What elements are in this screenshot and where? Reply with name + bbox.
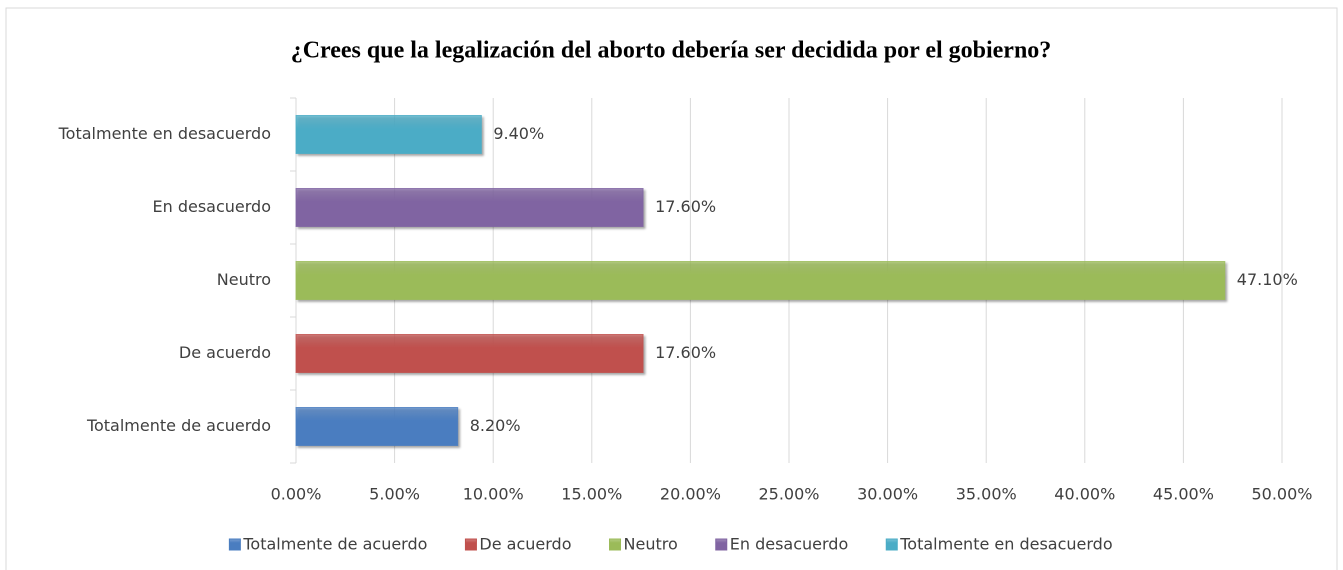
x-tick-label: 10.00% bbox=[463, 485, 524, 504]
y-tick-label: De acuerdo bbox=[179, 343, 271, 362]
legend-label: Neutro bbox=[624, 535, 678, 554]
legend-label: Totalmente en desacuerdo bbox=[899, 535, 1112, 554]
x-tick-label: 15.00% bbox=[561, 485, 622, 504]
legend-swatch bbox=[464, 538, 477, 551]
x-tick-label: 30.00% bbox=[857, 485, 918, 504]
x-tick-label: 25.00% bbox=[758, 485, 819, 504]
x-tick-label: 35.00% bbox=[956, 485, 1017, 504]
bar bbox=[295, 407, 459, 446]
data-label: 47.10% bbox=[1237, 270, 1298, 289]
x-tick-label: 40.00% bbox=[1054, 485, 1115, 504]
chart-title: ¿Crees que la legalización del aborto de… bbox=[291, 38, 1052, 64]
y-tick-label: Neutro bbox=[217, 270, 271, 289]
bar bbox=[295, 188, 644, 227]
x-tick-label: 50.00% bbox=[1251, 485, 1312, 504]
y-tick-label: En desacuerdo bbox=[153, 197, 272, 216]
x-tick-label: 20.00% bbox=[660, 485, 721, 504]
legend-swatch bbox=[609, 538, 622, 551]
legend-label: Totalmente de acuerdo bbox=[242, 535, 427, 554]
bar bbox=[295, 115, 482, 154]
y-tick-label: Totalmente en desacuerdo bbox=[58, 124, 271, 143]
data-label: 17.60% bbox=[655, 197, 716, 216]
legend-label: De acuerdo bbox=[479, 535, 571, 554]
bar bbox=[295, 261, 1226, 300]
x-tick-label: 45.00% bbox=[1153, 485, 1214, 504]
x-tick-label: 0.00% bbox=[271, 485, 322, 504]
legend-swatch bbox=[228, 538, 241, 551]
legend-swatch bbox=[715, 538, 728, 551]
legend-swatch bbox=[885, 538, 898, 551]
data-label: 9.40% bbox=[493, 124, 544, 143]
bar bbox=[295, 334, 644, 373]
legend-label: En desacuerdo bbox=[730, 535, 849, 554]
data-label: 8.20% bbox=[470, 416, 521, 435]
data-label: 17.60% bbox=[655, 343, 716, 362]
y-tick-label: Totalmente de acuerdo bbox=[86, 416, 271, 435]
x-tick-label: 5.00% bbox=[369, 485, 420, 504]
